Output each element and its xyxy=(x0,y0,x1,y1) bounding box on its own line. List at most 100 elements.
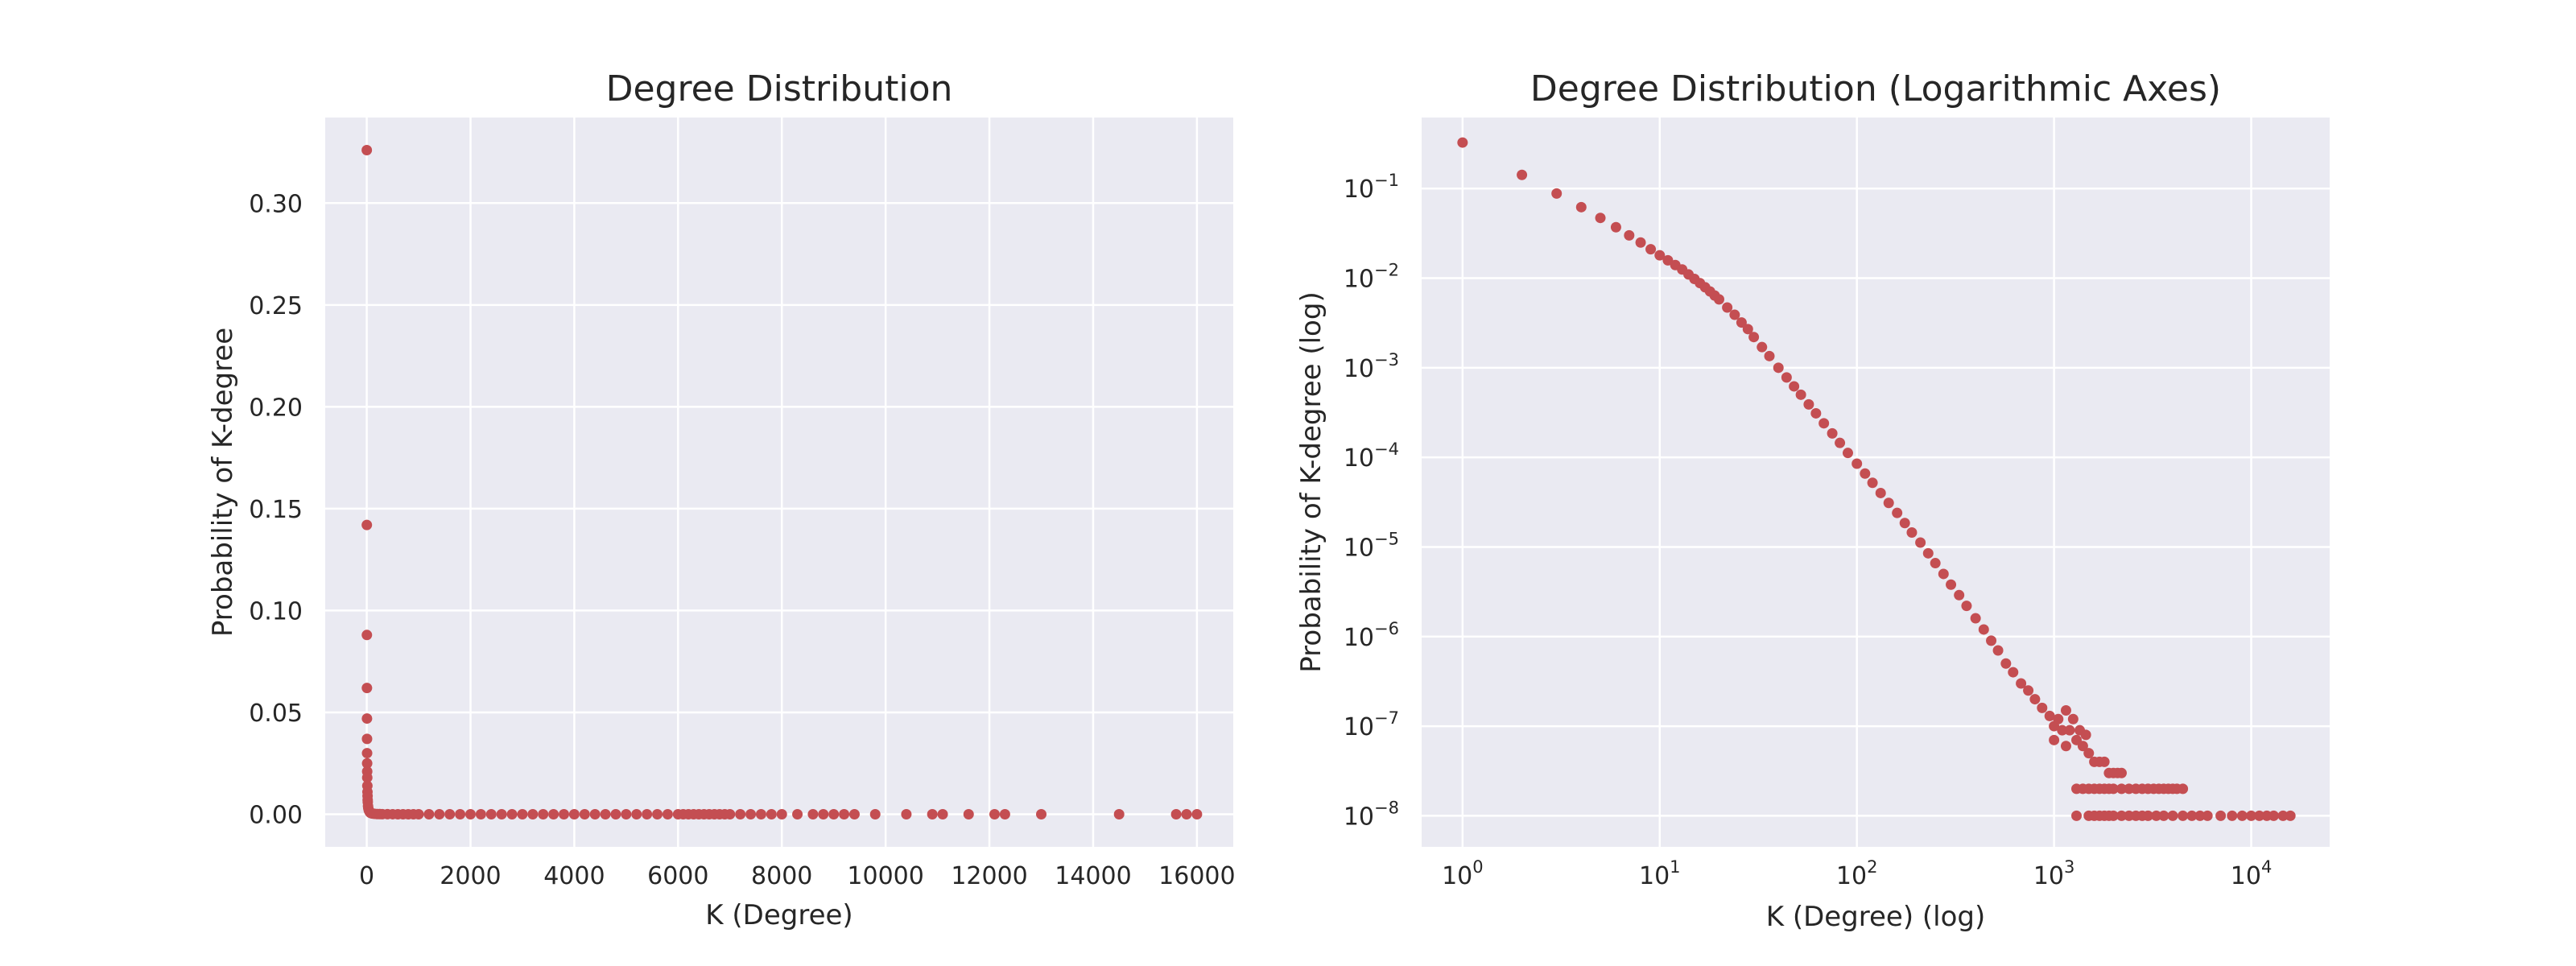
data-point xyxy=(2202,810,2213,821)
data-point xyxy=(2254,810,2265,821)
x-tick-label: 14000 xyxy=(1055,862,1131,890)
data-point xyxy=(600,809,611,820)
data-point xyxy=(2142,810,2153,821)
data-point xyxy=(2268,810,2279,821)
data-point xyxy=(1922,547,1934,559)
data-point xyxy=(1860,468,1871,479)
data-point xyxy=(2116,767,2127,778)
data-point xyxy=(1113,809,1125,820)
data-point xyxy=(2060,704,2071,716)
data-point xyxy=(506,809,518,820)
data-point xyxy=(1635,237,1646,248)
data-point xyxy=(839,809,850,820)
data-point xyxy=(1961,601,1972,612)
data-point xyxy=(1729,309,1740,320)
data-point xyxy=(2236,810,2248,821)
chart-log: 100 101 102 103 104 10−8 10−7 10−6 10−5 10−4 10−3 1… xyxy=(1295,68,2330,933)
grid-linear xyxy=(325,118,1233,847)
data-point xyxy=(1645,244,1657,255)
data-point xyxy=(2277,810,2289,821)
data-point xyxy=(807,809,819,820)
ticks-linear: 0 2000 4000 6000 8000 10000 12000 14000 16000 0.0… xyxy=(249,190,1235,890)
data-point xyxy=(2080,729,2091,741)
data-point xyxy=(2049,734,2060,745)
data-point xyxy=(496,809,507,820)
x-tick-label: 8000 xyxy=(751,862,812,890)
data-point xyxy=(2008,667,2019,678)
data-point xyxy=(2067,713,2079,724)
data-point xyxy=(755,809,766,820)
data-point xyxy=(2246,810,2257,821)
y-tick-label: 10−1 xyxy=(1344,171,1399,204)
data-point xyxy=(1892,507,1903,518)
data-point xyxy=(1457,137,1468,148)
data-point xyxy=(1978,624,1989,635)
data-point xyxy=(2060,741,2071,752)
data-point xyxy=(1773,362,1784,374)
data-point xyxy=(1517,169,1528,180)
chart-title-log: Degree Distribution (Logarithmic Axes) xyxy=(1530,68,2221,109)
data-point xyxy=(1852,458,1863,469)
data-point xyxy=(766,809,777,820)
data-point xyxy=(2215,810,2227,821)
points-linear xyxy=(361,144,1203,820)
data-point xyxy=(361,748,373,759)
data-point xyxy=(361,772,373,783)
data-point xyxy=(1781,372,1792,383)
y-tick-label: 0.10 xyxy=(249,597,303,625)
data-point xyxy=(2083,748,2095,759)
data-point xyxy=(1191,809,1203,820)
data-point xyxy=(455,809,466,820)
data-point xyxy=(735,809,746,820)
data-point xyxy=(1986,635,1997,646)
data-point xyxy=(1803,398,1814,410)
data-point xyxy=(361,144,373,155)
data-point xyxy=(589,809,601,820)
y-tick-label: 10−5 xyxy=(1344,529,1399,562)
data-point xyxy=(361,758,373,769)
data-point xyxy=(2151,810,2162,821)
data-point xyxy=(1938,568,1949,580)
data-point xyxy=(361,519,373,530)
data-point xyxy=(361,683,373,694)
points-log xyxy=(1457,137,2296,821)
data-point xyxy=(1748,332,1760,343)
y-tick-label: 10−7 xyxy=(1344,708,1399,741)
data-point xyxy=(2077,741,2088,752)
data-point xyxy=(1992,645,2004,656)
y-tick-label: 0.15 xyxy=(249,496,303,524)
y-tick-label: 0.05 xyxy=(249,700,303,728)
data-point xyxy=(1875,487,1886,498)
data-point xyxy=(1899,518,1910,529)
data-point xyxy=(1789,381,1800,392)
x-tick-label: 6000 xyxy=(647,862,708,890)
data-point xyxy=(1827,427,1838,439)
x-tick-label: 16000 xyxy=(1158,862,1235,890)
data-point xyxy=(2227,810,2238,821)
data-point xyxy=(2029,694,2041,705)
data-point xyxy=(642,809,653,820)
data-point xyxy=(1575,201,1587,213)
data-point xyxy=(901,809,912,820)
data-point xyxy=(1662,254,1674,266)
data-point xyxy=(776,809,787,820)
data-point xyxy=(2057,724,2068,736)
data-point xyxy=(2023,685,2034,696)
data-point xyxy=(621,809,632,820)
data-point xyxy=(1757,341,1768,353)
data-point xyxy=(828,809,840,820)
data-point xyxy=(963,809,974,820)
data-point xyxy=(2071,810,2083,821)
data-point xyxy=(2099,756,2110,767)
x-axis-label-linear: K (Degree) xyxy=(705,899,852,931)
data-point xyxy=(1742,324,1753,335)
data-point xyxy=(2064,724,2075,736)
data-point xyxy=(1915,537,1926,548)
data-point xyxy=(1946,579,1957,590)
data-point xyxy=(1764,350,1775,361)
data-point xyxy=(2044,710,2055,721)
x-tick-label: 102 xyxy=(1836,857,1878,890)
y-tick-label: 10−4 xyxy=(1344,440,1399,473)
data-point xyxy=(724,809,736,820)
